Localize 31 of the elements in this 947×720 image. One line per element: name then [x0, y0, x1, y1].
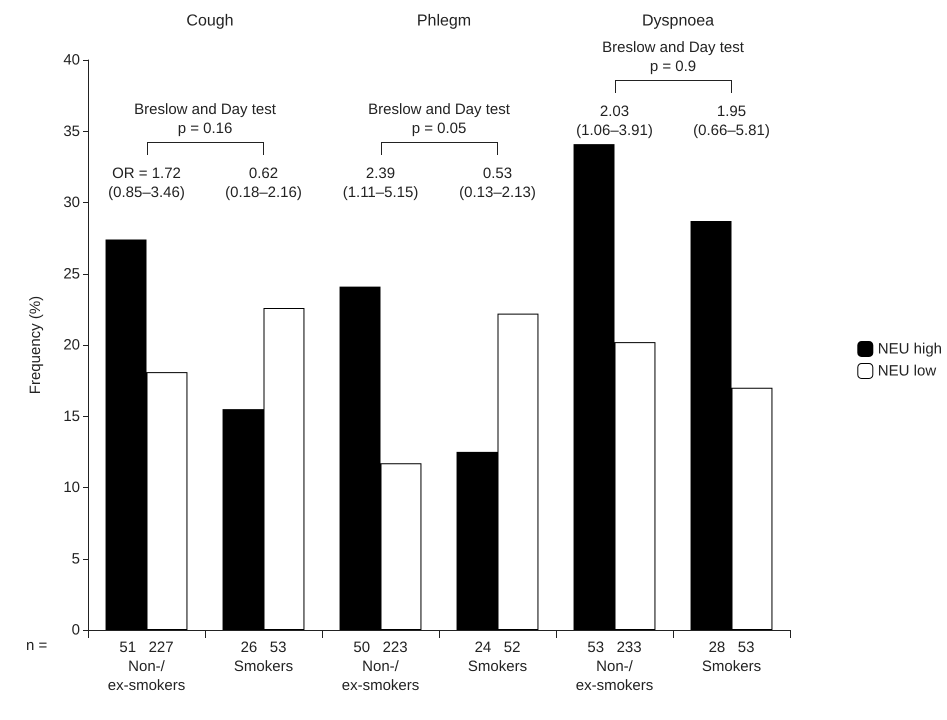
annotation: 1.95 (0.66–5.81) [693, 103, 770, 140]
annotation: 0.53 (0.13–2.13) [459, 165, 536, 201]
annotation: 2.39 (1.11–5.15) [342, 165, 418, 201]
chart-title: Phlegm [416, 12, 472, 30]
legend-label: NEU high [878, 340, 942, 358]
chart-title: Dyspnoea [642, 12, 714, 30]
y-tick-label: 10 [63, 479, 80, 496]
y-tick-label: 15 [63, 408, 80, 425]
x-tick-label: 51 227 Non-/ ex-smokers [108, 639, 186, 694]
y-axis-title: Frequency (%) [27, 296, 44, 394]
annotation: OR = 1.72 (0.85–3.46) [108, 165, 185, 201]
annotation: Breslow and Day test p = 0.05 [368, 101, 511, 137]
chart-title: Cough [186, 12, 234, 30]
y-tick-label: 0 [72, 622, 80, 638]
y-tick-label: 25 [63, 265, 80, 282]
annotation: 2.03 (1.06–3.91) [576, 103, 653, 140]
y-tick-label: 5 [72, 550, 80, 568]
annotation: Breslow and Day test p = 0.16 [134, 101, 277, 137]
x-tick-label: 53 233 Non-/ ex-smokers [576, 639, 654, 694]
x-tick-label: 50 223 Non-/ ex-smokers [342, 639, 420, 694]
y-tick-label: 35 [63, 122, 80, 140]
annotation: Breslow and Day test p = 0.9 [602, 39, 745, 76]
y-tick-label: 30 [63, 194, 80, 211]
x-tick-label: 28 53 Smokers [702, 639, 762, 675]
text: n = [26, 637, 48, 654]
y-tick-label: 40 [63, 52, 80, 68]
annotation: 0.62 (0.18–2.16) [225, 165, 302, 201]
y-tick-label: 20 [63, 336, 80, 354]
x-tick-label: 26 53 Smokers [234, 639, 294, 675]
legend-label: NEU low [878, 362, 936, 380]
x-tick-label: 24 52 Smokers [468, 639, 528, 675]
